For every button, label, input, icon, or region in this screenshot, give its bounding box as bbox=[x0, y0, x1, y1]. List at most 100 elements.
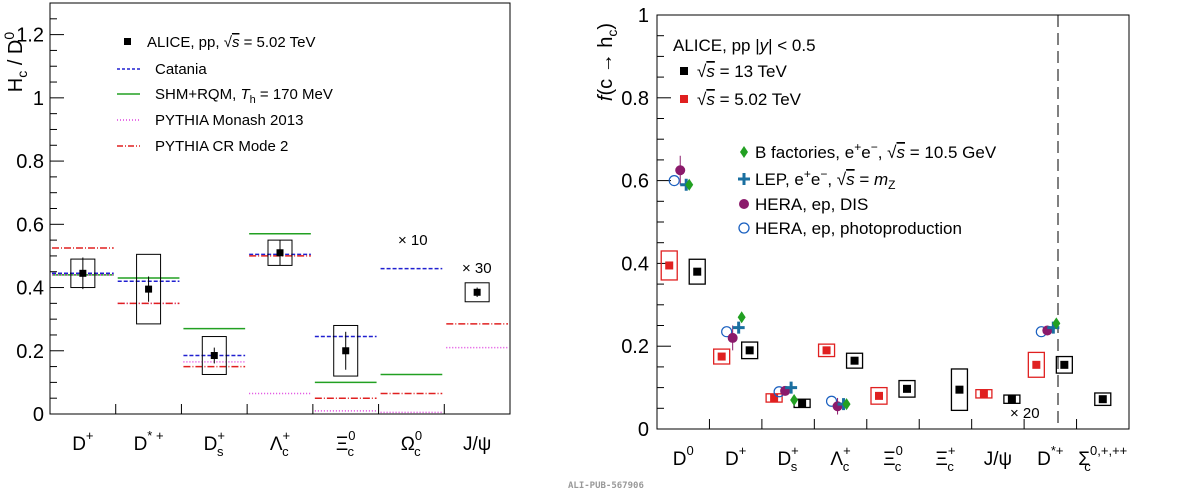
right-point-bfactories bbox=[737, 311, 746, 324]
right-point-bfactories bbox=[685, 178, 694, 191]
legend-label-502tev: √s = 5.02 TeV bbox=[697, 90, 802, 109]
right-data-point-13tev bbox=[955, 385, 964, 394]
legend-label-lep: LEP, e+e−, √s = mZ bbox=[755, 167, 896, 192]
right-ytick-label: 0.8 bbox=[621, 88, 649, 110]
right-point-hera-photoproduction bbox=[721, 326, 733, 338]
right-syst-box-13tev bbox=[950, 368, 969, 412]
legend-marker-alice bbox=[124, 38, 131, 45]
right-ytick-label: 0.4 bbox=[621, 253, 649, 275]
right-y-ticks: 0 0.2 0.4 0.6 0.8 1 bbox=[621, 5, 1078, 441]
right-point-hera-dis bbox=[727, 332, 738, 343]
left-plot-frame bbox=[49, 2, 511, 415]
legend-marker-hera-dis bbox=[739, 199, 749, 209]
right-category-label: D+ bbox=[725, 443, 746, 470]
left-ytick-label: 1 bbox=[33, 88, 44, 110]
left-annotation-x10: × 10 bbox=[398, 232, 428, 249]
right-point-bfactories bbox=[842, 398, 851, 411]
left-data-point bbox=[342, 347, 350, 355]
left-data-point bbox=[276, 249, 284, 257]
right-data-point-502tev bbox=[979, 389, 988, 398]
legend-marker-lep bbox=[738, 173, 750, 185]
right-data-point-13tev bbox=[1060, 360, 1069, 369]
right-point-bfactories bbox=[1052, 317, 1061, 330]
right-category-label: D0 bbox=[673, 443, 694, 470]
right-data-point-13tev bbox=[1007, 395, 1016, 404]
right-data-point-502tev bbox=[875, 391, 883, 400]
right-data-point-13tev bbox=[850, 356, 859, 365]
legend-label-hera-photo: HERA, ep, photoproduction bbox=[755, 219, 962, 238]
legend-label-13tev: √s = 13 TeV bbox=[697, 62, 787, 81]
left-category-label: Λ+ c bbox=[270, 428, 290, 459]
left-legend: ALICE, pp, √s = 5.02 TeV Catania SHM+RQM… bbox=[117, 34, 333, 155]
right-syst-box-502tev bbox=[817, 343, 836, 358]
right-y-axis-label: f(c → hc) bbox=[595, 23, 620, 101]
right-annotation-x20: × 20 bbox=[1010, 405, 1040, 422]
left-syst-box bbox=[201, 336, 227, 375]
right-ytick-label: 0.2 bbox=[621, 336, 649, 358]
left-ytick-label: 0.6 bbox=[16, 214, 44, 236]
right-point-lep bbox=[732, 321, 745, 334]
right-syst-box-13tev bbox=[898, 379, 916, 398]
right-category-label: Λ+ c bbox=[830, 443, 850, 474]
right-data-point-502tev bbox=[770, 393, 779, 402]
left-category-label: D+ s bbox=[204, 428, 225, 459]
right-legend: ALICE, pp |y| < 0.5 √s = 13 TeV √s = 5.0… bbox=[673, 36, 997, 238]
left-category-label: Ω0 c bbox=[401, 428, 422, 459]
right-data-point-13tev bbox=[745, 346, 754, 355]
left-y-ticks: 0 0.2 0.4 0.6 0.8 1 1.2 bbox=[16, 18, 445, 426]
right-data-points bbox=[660, 155, 1112, 415]
left-syst-box bbox=[464, 282, 490, 303]
legend-marker-13tev bbox=[680, 67, 688, 75]
left-data-point bbox=[145, 285, 153, 293]
left-data-points bbox=[70, 239, 490, 377]
legend-label-catania: Catania bbox=[155, 61, 207, 78]
right-data-point-502tev bbox=[717, 352, 726, 361]
right-syst-box-13tev bbox=[845, 352, 864, 369]
right-data-point-13tev bbox=[693, 267, 702, 276]
right-syst-box-502tev bbox=[660, 250, 678, 281]
right-syst-box-502tev bbox=[975, 389, 993, 399]
right-syst-box-502tev bbox=[713, 348, 731, 365]
publication-id: ALI-PUB-567906 bbox=[568, 481, 644, 491]
right-chart-panel: 0 0.2 0.4 0.6 0.8 1 D0 D+ D+ s Λ+ c Ξ0 c Ξ+ c J/ψ D*+ Σ0,… bbox=[595, 5, 1130, 474]
left-data-point bbox=[210, 352, 218, 360]
right-point-lep bbox=[785, 381, 798, 394]
right-point-hera-photoproduction bbox=[825, 395, 838, 407]
right-syst-box-502tev bbox=[1027, 351, 1045, 378]
right-syst-box-13tev bbox=[688, 258, 706, 285]
legend-label-monash: PYTHIA Monash 2013 bbox=[155, 112, 303, 129]
right-syst-box-502tev bbox=[870, 386, 888, 405]
right-category-label: D*+ bbox=[1037, 443, 1063, 470]
right-syst-box-13tev bbox=[1094, 392, 1112, 407]
left-ytick-label: 1.2 bbox=[16, 25, 44, 47]
left-syst-box bbox=[136, 253, 162, 325]
right-category-labels: D0 D+ D+ s Λ+ c Ξ0 c Ξ+ c J/ψ D*+ Σ0,+,++ c bbox=[673, 443, 1128, 474]
right-point-hera-photoproduction bbox=[668, 175, 680, 187]
left-category-label: J/ψ bbox=[463, 434, 491, 455]
left-data-point bbox=[473, 288, 481, 296]
right-category-label: J/ψ bbox=[984, 449, 1012, 470]
legend-label-shm: SHM+RQM, Th = 170 MeV bbox=[155, 86, 333, 106]
right-category-label: Ξ+ c bbox=[935, 443, 955, 474]
right-syst-box-13tev bbox=[1055, 355, 1073, 374]
left-ytick-label: 0 bbox=[33, 404, 44, 426]
right-data-point-502tev bbox=[665, 261, 674, 270]
right-category-label: Σ0,+,++ c bbox=[1078, 443, 1127, 474]
right-data-point-13tev bbox=[1098, 395, 1107, 404]
left-ytick-label: 0.8 bbox=[16, 151, 44, 173]
left-annotation-x30: × 30 bbox=[462, 260, 492, 277]
legend-label-hera-dis: HERA, ep, DIS bbox=[755, 195, 868, 214]
left-category-labels: D+ D* + D+ s Λ+ c Ξ0 c Ω0 c J/ψ bbox=[72, 428, 491, 459]
right-category-label: Ξ0 c bbox=[883, 443, 903, 474]
right-data-point-502tev bbox=[1032, 360, 1041, 369]
left-category-label: Ξ0 c bbox=[336, 428, 356, 459]
right-point-hera-dis bbox=[675, 165, 686, 176]
right-data-point-502tev bbox=[822, 346, 831, 355]
right-ytick-label: 0.6 bbox=[621, 171, 649, 193]
right-ytick-label: 1 bbox=[638, 5, 649, 27]
right-point-bfactories bbox=[790, 394, 799, 407]
right-syst-box-13tev bbox=[741, 341, 759, 360]
left-ytick-label: 0.4 bbox=[16, 278, 44, 300]
left-data-point bbox=[79, 269, 87, 277]
